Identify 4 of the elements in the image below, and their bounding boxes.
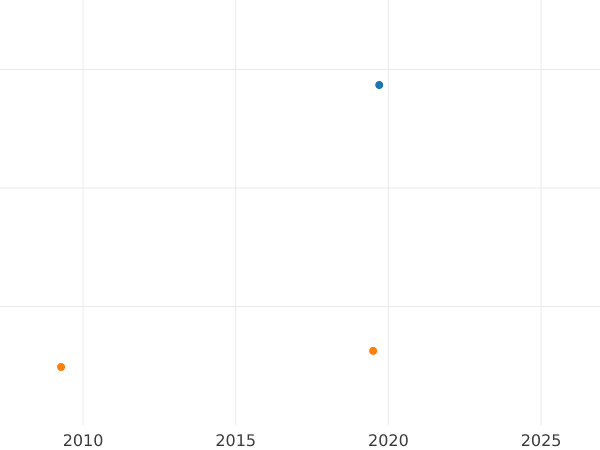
x-tick-label: 2015 [215,431,256,450]
x-tick-label: 2025 [520,431,562,450]
x-tick-label: 2020 [368,431,409,450]
x-tick-label: 2010 [62,431,104,450]
